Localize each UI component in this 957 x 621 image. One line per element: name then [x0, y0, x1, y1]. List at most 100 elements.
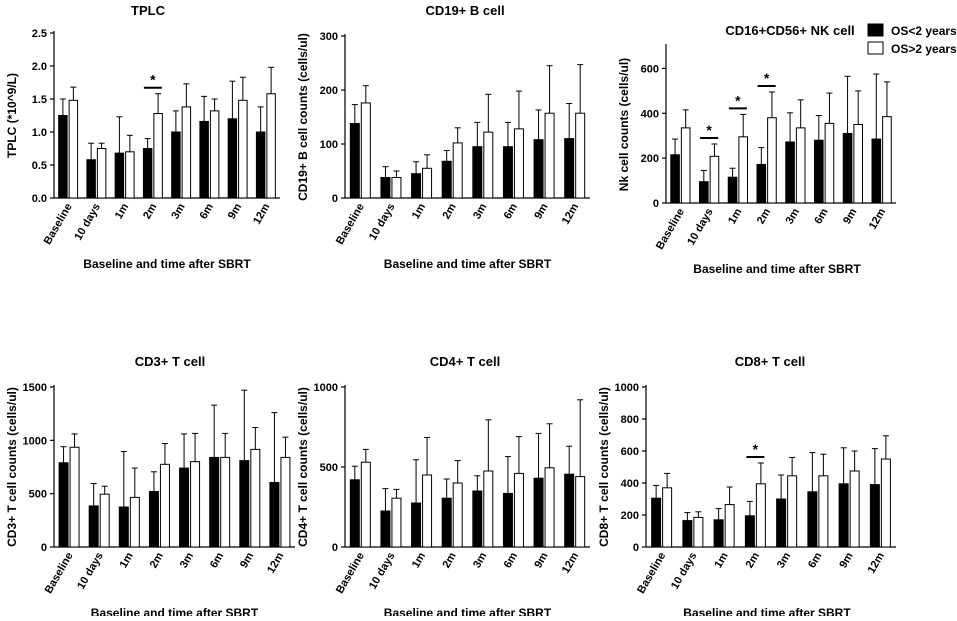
- legend-label-os-lt-2: OS<2 years: [891, 24, 957, 38]
- bar-9m-os-gt-2: [853, 124, 863, 204]
- bar-2m-os-lt-2: [744, 515, 755, 548]
- bar-9m-os-lt-2: [533, 139, 544, 199]
- y-tick-label: 0.5: [32, 160, 47, 172]
- bar-9m-os-gt-2: [544, 467, 555, 548]
- legend: OS<2 years OS>2 years: [867, 23, 957, 56]
- y-tick-label: 1000: [615, 382, 639, 394]
- bar-10-days-os-lt-2: [86, 159, 96, 199]
- bar-baseline-os-gt-2: [69, 446, 80, 548]
- x-tick-label: 9m: [226, 201, 244, 221]
- x-tick-label: 6m: [198, 201, 216, 221]
- x-tick-label: 1m: [726, 206, 744, 226]
- x-tick-label: 9m: [238, 550, 256, 570]
- bar-baseline-os-lt-2: [349, 479, 360, 548]
- significance-marker: *: [753, 441, 759, 457]
- bar-12m-os-gt-2: [880, 458, 891, 548]
- y-tick-label: 100: [320, 139, 338, 151]
- x-tick-label: 6m: [208, 550, 226, 570]
- x-tick-label: 10 days: [75, 551, 106, 592]
- bar-baseline-os-gt-2: [680, 127, 691, 204]
- y-tick-label: 1.5: [32, 94, 47, 106]
- x-tick-label: 12m: [265, 550, 287, 575]
- x-tick-label: 2m: [744, 550, 762, 570]
- bar-9m-os-lt-2: [227, 118, 238, 199]
- panel-cd16-cd56-nk-cell: CD16+CD56+ NK cell 0 200 400 600 Nk cell coun…: [617, 23, 896, 276]
- bar-baseline-os-lt-2: [58, 462, 69, 548]
- bar-6m-os-lt-2: [502, 146, 513, 199]
- bar-10-days-os-gt-2: [96, 148, 107, 199]
- x-tick-label: 3m: [169, 201, 187, 221]
- x-tick-label: Baseline: [43, 551, 76, 596]
- x-tick-label: 1m: [410, 201, 428, 221]
- y-tick-label: 400: [621, 478, 639, 490]
- bar-10-days-os-lt-2: [380, 176, 391, 199]
- y-tick-label: 0: [633, 542, 639, 554]
- bar-2m-os-gt-2: [452, 482, 463, 548]
- bar-baseline-os-gt-2: [360, 461, 371, 548]
- bar-12m-os-lt-2: [869, 484, 880, 548]
- x-tick-label: 1m: [118, 550, 136, 570]
- bar-6m-os-gt-2: [513, 128, 524, 199]
- y-tick-label: 800: [621, 414, 639, 426]
- x-tick-label: 10 days: [669, 551, 700, 592]
- x-tick-label: Baseline: [334, 551, 367, 596]
- y-tick-label: 400: [641, 108, 659, 120]
- panel-title: CD3+ T cell: [135, 354, 205, 369]
- x-tick-label: 12m: [867, 206, 889, 231]
- x-tick-label: 2m: [440, 201, 458, 221]
- bar-9m-os-gt-2: [849, 470, 860, 548]
- bar-3m-os-gt-2: [190, 461, 201, 548]
- y-tick-label: 500: [29, 489, 47, 501]
- x-tick-label: 10 days: [367, 551, 398, 592]
- bar-baseline-os-gt-2: [68, 99, 79, 199]
- bar-10-days-os-gt-2: [693, 516, 704, 548]
- bar-6m-os-lt-2: [814, 139, 824, 204]
- bar-9m-os-lt-2: [842, 132, 853, 204]
- significance-marker: *: [150, 72, 156, 88]
- bar-10-days-os-gt-2: [709, 155, 720, 204]
- significance-marker: *: [735, 92, 741, 108]
- bar-3m-os-gt-2: [483, 131, 494, 199]
- y-tick-label: 0.0: [32, 193, 47, 205]
- panel-cd19-b-cell: CD19+ B cell 0 100 200 300 CD19+ B cell count…: [296, 3, 590, 271]
- y-tick-label: 200: [621, 510, 639, 522]
- bar-12m-os-lt-2: [871, 138, 882, 204]
- bar-2m-os-lt-2: [142, 148, 153, 199]
- x-tick-label: 2m: [755, 206, 773, 226]
- y-tick-label: 600: [641, 63, 659, 75]
- bar-2m-os-gt-2: [452, 142, 463, 199]
- x-tick-label: 6m: [502, 550, 520, 570]
- x-tick-label: 12m: [251, 201, 273, 226]
- bar-2m-os-lt-2: [756, 163, 767, 204]
- y-tick-label: 200: [641, 153, 659, 165]
- legend-swatch-os-lt-2: [867, 23, 884, 37]
- bar-baseline-os-lt-2: [670, 154, 680, 204]
- bar-1m-os-gt-2: [125, 151, 135, 199]
- bar-10-days-os-lt-2: [682, 520, 693, 548]
- bar-2m-os-gt-2: [159, 463, 170, 548]
- bar-9m-os-lt-2: [838, 483, 849, 548]
- bar-6m-os-lt-2: [807, 491, 818, 548]
- y-tick-label: 0: [332, 193, 338, 205]
- bar-baseline-os-lt-2: [349, 122, 360, 199]
- y-tick-label: 1.0: [32, 127, 47, 139]
- bar-1m-os-lt-2: [411, 502, 422, 548]
- panel-title: CD8+ T cell: [735, 354, 805, 369]
- bar-9m-os-gt-2: [238, 99, 248, 199]
- bar-1m-os-gt-2: [422, 167, 433, 199]
- x-tick-label: 2m: [440, 550, 458, 570]
- x-tick-label: 10 days: [367, 202, 398, 243]
- panel-title: CD4+ T cell: [430, 354, 500, 369]
- bar-12m-os-gt-2: [575, 476, 586, 548]
- bar-3m-os-lt-2: [785, 141, 795, 204]
- bar-3m-os-lt-2: [171, 131, 181, 199]
- bar-baseline-os-gt-2: [360, 102, 371, 199]
- legend-label-os-gt-2: OS>2 years: [891, 42, 957, 56]
- y-tick-label: 1500: [23, 382, 47, 394]
- x-tick-label: 2m: [148, 550, 166, 570]
- x-tick-label: 9m: [532, 550, 550, 570]
- bar-9m-os-gt-2: [250, 448, 261, 548]
- bar-12m-os-lt-2: [269, 481, 280, 548]
